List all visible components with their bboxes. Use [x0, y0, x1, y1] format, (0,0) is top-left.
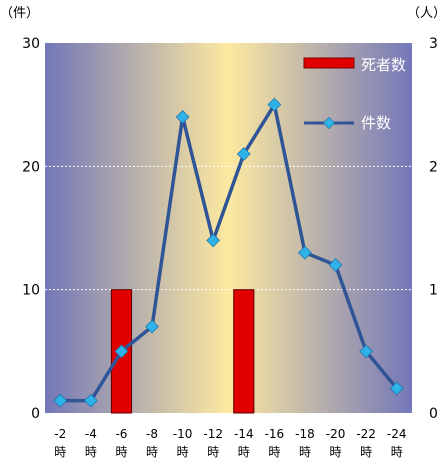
x-tick-label: -14: [234, 427, 254, 441]
x-tick-label: -2: [54, 427, 66, 441]
left-axis: 0 10 20 30: [22, 36, 40, 422]
x-tick-label-unit: 時: [330, 445, 342, 459]
x-tick-label-unit: 時: [85, 445, 97, 459]
legend-swatch-deaths: [303, 57, 355, 69]
x-tick-label: -4: [85, 427, 97, 441]
line-point: [206, 233, 221, 248]
right-axis-unit: （人）: [407, 6, 440, 21]
line-point: [53, 393, 68, 408]
x-tick-label-unit: 時: [268, 445, 280, 459]
x-tick-label: -20: [326, 427, 346, 441]
legend-label-deaths: 死者数: [361, 56, 406, 74]
left-tick-label: 30: [22, 36, 40, 52]
plot-background: [45, 43, 412, 413]
left-tick-label: 0: [31, 406, 40, 422]
line-point: [236, 147, 251, 161]
x-tick-label: -18: [295, 427, 315, 441]
right-tick-label: 2: [429, 159, 438, 175]
x-axis: -2 時 -4 時 -6 時 -8 時 -10 時 -12 時 -14 時 -16 時 -18 時 -20 時 -22 時…: [54, 427, 406, 459]
x-tick-label-unit: 時: [54, 445, 66, 459]
x-tick-label: -16: [265, 427, 285, 441]
legend: 死者数 件数: [303, 56, 406, 132]
legend-label-count: 件数: [361, 114, 391, 132]
x-tick-label-unit: 時: [207, 445, 219, 459]
bar: [233, 289, 255, 414]
x-tick-label: -8: [146, 427, 158, 441]
x-tick-label-unit: 時: [146, 445, 158, 459]
line-point: [389, 381, 404, 396]
right-tick-label: 3: [429, 36, 438, 52]
line-point: [328, 258, 343, 272]
x-tick-label-unit: 時: [360, 445, 372, 459]
line-path: [60, 102, 399, 403]
right-tick-label: 1: [429, 283, 438, 299]
line-point: [145, 319, 159, 334]
left-tick-label: 10: [22, 283, 40, 299]
x-tick-label-unit: 時: [177, 445, 189, 459]
right-tick-label: 0: [429, 406, 438, 422]
line-point: [84, 393, 98, 408]
right-axis: 0 1 2 3: [429, 36, 438, 422]
line-point: [298, 245, 312, 260]
x-tick-label: -10: [173, 427, 193, 441]
x-tick-label-unit: 時: [115, 445, 127, 459]
x-tick-label-unit: 時: [391, 445, 403, 459]
line-point: [175, 110, 190, 124]
left-tick-label: 20: [22, 159, 40, 175]
gridlines: [45, 165, 412, 291]
left-axis-unit: （件）: [0, 6, 39, 21]
line-series: [53, 97, 404, 408]
x-tick-label: -24: [387, 427, 407, 441]
line-point: [359, 344, 373, 359]
x-tick-label: -6: [115, 427, 127, 441]
line-point: [114, 344, 129, 359]
x-tick-label-unit: 時: [238, 445, 250, 459]
x-tick-label-unit: 時: [299, 445, 311, 459]
x-tick-label: -12: [203, 427, 223, 441]
x-tick-label: -22: [356, 427, 376, 441]
line-point: [267, 97, 282, 112]
legend-marker-count: [322, 116, 336, 130]
